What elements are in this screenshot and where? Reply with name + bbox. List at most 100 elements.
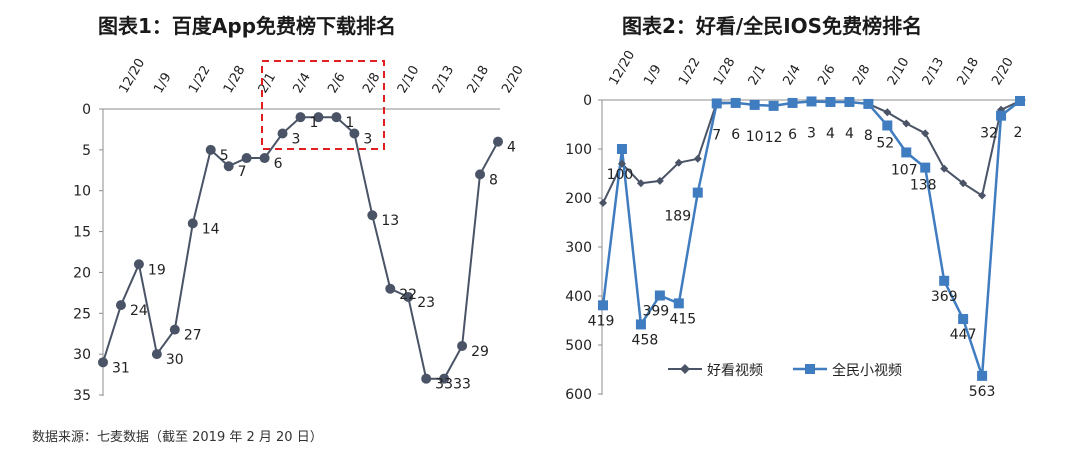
chart1-y-tick-label: 15 xyxy=(73,225,91,241)
chart1-data-label: 33 xyxy=(435,377,453,393)
chart1-data-point xyxy=(151,349,162,360)
chart2-quanmin-point xyxy=(598,300,608,311)
chart1-data-point xyxy=(241,153,252,164)
chart2-data-label: 189 xyxy=(664,209,691,225)
chart1-data-point xyxy=(169,324,180,335)
chart2-data-label: 447 xyxy=(950,327,977,343)
chart1-data-label: 24 xyxy=(130,303,148,319)
chart1-y-tick-label: 5 xyxy=(82,143,91,159)
chart1-x-tick-label: 2/8 xyxy=(360,70,383,96)
chart2-quanmin-point xyxy=(806,96,817,107)
legend-haokan-marker xyxy=(680,364,690,374)
chart2-y-tick-label: 300 xyxy=(565,240,592,256)
chart1-data-label: 22 xyxy=(399,287,417,303)
chart1-data-point xyxy=(367,210,378,221)
chart1-data-point xyxy=(115,300,126,311)
chart2-haokan-point xyxy=(674,158,683,167)
chart2-quanmin-point xyxy=(920,162,931,173)
chart1-highlight-box xyxy=(261,60,385,150)
chart1-y-tick-label: 0 xyxy=(82,102,91,118)
chart1-data-point xyxy=(313,112,324,123)
chart1-y-tick-label: 35 xyxy=(73,388,91,404)
chart1-data-point xyxy=(349,128,360,139)
chart1-data-label: 23 xyxy=(417,295,435,311)
chart2-data-label: 6 xyxy=(731,127,740,143)
chart2-data-label: 369 xyxy=(931,289,958,305)
legend-haokan-label: 好看视频 xyxy=(707,363,763,379)
chart1-data-label: 14 xyxy=(202,221,220,237)
chart1-x-tick-label: 2/6 xyxy=(325,70,348,96)
chart2-x-tick-label: 1/22 xyxy=(676,55,704,88)
chart1-y-tick-label: 25 xyxy=(73,306,91,322)
chart1-data-point xyxy=(277,128,288,139)
chart1-y-tick-label: 30 xyxy=(73,347,91,363)
chart2-y-tick-label: 100 xyxy=(565,142,592,158)
chart2-x-tick-label: 2/18 xyxy=(954,55,982,88)
chart2-haokan-point xyxy=(636,179,645,188)
chart2-quanmin-point xyxy=(768,100,779,111)
chart2-quanmin-point xyxy=(1015,95,1025,106)
chart1-data-label: 3 xyxy=(292,132,301,148)
chart2-x-tick-label: 2/13 xyxy=(920,55,948,88)
chart2-quanmin-point xyxy=(749,99,760,110)
chart2-quanmin-point xyxy=(958,314,969,325)
chart2-quanmin-point xyxy=(825,96,836,107)
chart1-x-tick-label: 1/28 xyxy=(221,63,249,96)
chart1-data-label: 8 xyxy=(489,172,498,188)
chart2-x-tick-label: 2/20 xyxy=(989,55,1017,88)
chart1-data-point xyxy=(223,161,234,172)
chart2-data-label: 2 xyxy=(1014,125,1023,141)
chart2-y-tick-label: 600 xyxy=(565,387,592,403)
chart1-data-point xyxy=(187,218,198,229)
chart2-quanmin-point xyxy=(635,319,646,330)
chart2-data-label: 12 xyxy=(765,130,783,146)
chart1-data-point xyxy=(421,373,432,384)
chart2-haokan-point xyxy=(959,179,968,188)
chart1-data-label: 31 xyxy=(112,360,130,376)
chart1-data-label: 30 xyxy=(166,352,184,368)
chart2-haokan-point xyxy=(655,176,664,185)
chart1-data-point xyxy=(493,136,503,147)
chart2-legend: 好看视频 全民小视频 xyxy=(668,362,902,379)
chart1-x-tick-label: 2/13 xyxy=(430,63,458,96)
chart2-quanmin-point xyxy=(692,187,703,198)
chart1-data-label: 1 xyxy=(345,115,354,131)
chart2-quanmin-point xyxy=(616,144,627,154)
chart1-data-label: 29 xyxy=(471,344,489,360)
chart2-data-label: 419 xyxy=(588,313,615,329)
chart2-haokan-point xyxy=(921,129,930,138)
source-note: 数据来源：七麦数据（截至 2019 年 2 月 20 日） xyxy=(32,430,323,445)
chart1-x-tick-label: 2/18 xyxy=(464,63,492,96)
chart2-haokan-point xyxy=(599,198,607,207)
chart2-x-tick-label: 2/10 xyxy=(885,55,913,88)
chart2-quanmin-point xyxy=(977,370,988,381)
chart1-x-tick-label: 2/20 xyxy=(499,63,527,96)
chart1-x-tick-label: 2/10 xyxy=(395,63,423,96)
chart2-haokan-point xyxy=(617,159,626,168)
chart2-data-label: 6 xyxy=(788,127,797,143)
chart2-y-tick-label: 400 xyxy=(565,289,592,305)
chart1-data-label: 5 xyxy=(220,148,229,164)
chart1-x-tick-label: 1/22 xyxy=(186,63,214,96)
chart2-x-tick-label: 2/1 xyxy=(746,62,769,88)
chart2-quanmin-point xyxy=(882,120,893,131)
chart2-x-tick-label: 12/20 xyxy=(606,48,638,88)
chart2-haokan-point xyxy=(978,191,987,200)
chart1-data-point xyxy=(295,112,306,123)
chart1-x-tick-label: 1/9 xyxy=(151,70,174,96)
chart1-data-label: 13 xyxy=(381,213,399,229)
chart2-quanmin-point xyxy=(711,98,722,109)
chart2-y-tick-label: 0 xyxy=(583,93,592,109)
chart1-data-label: 27 xyxy=(184,328,202,344)
chart1-x-tick-label: 12/20 xyxy=(116,56,148,96)
chart2-data-label: 107 xyxy=(891,162,918,178)
chart2-quanmin-point xyxy=(730,97,741,108)
chart2-data-label: 52 xyxy=(876,135,894,151)
chart1-data-point xyxy=(98,357,108,368)
chart1-data-label: 33 xyxy=(453,377,471,393)
chart2-haokan-point xyxy=(902,119,911,128)
chart2-quanmin-point xyxy=(901,147,912,158)
chart2-data-label: 3 xyxy=(807,125,816,141)
chart1-data-label: 7 xyxy=(238,164,247,180)
chart1-data-label: 3 xyxy=(363,132,372,148)
